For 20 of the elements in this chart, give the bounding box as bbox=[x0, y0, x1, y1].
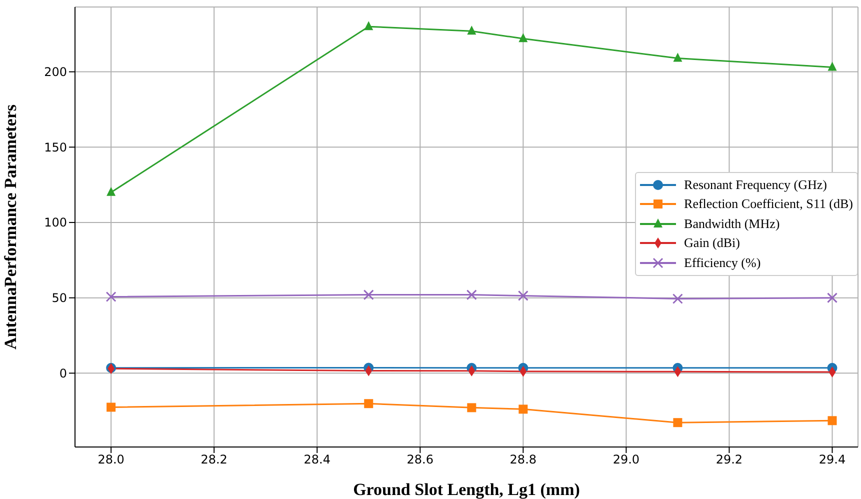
y-tick-label: 0 bbox=[59, 366, 67, 380]
x-tick-label: 29.4 bbox=[818, 452, 846, 467]
x-tick-label: 28.0 bbox=[98, 452, 124, 467]
y-tick-label: 100 bbox=[44, 216, 67, 230]
y-tick-label: 150 bbox=[44, 140, 67, 154]
x-tick-label: 28.6 bbox=[406, 452, 434, 467]
legend-label: Reflection Coefficient, S11 (dB) bbox=[684, 196, 853, 212]
x-tick-label: 28.4 bbox=[304, 452, 330, 467]
x-tick-label: 29.2 bbox=[716, 452, 743, 467]
y-tick-label: 50 bbox=[52, 291, 67, 306]
legend-label: Efficiency (%) bbox=[684, 254, 761, 271]
x-tick-label: 29.0 bbox=[612, 452, 640, 467]
x-tick-label: 28.2 bbox=[200, 452, 228, 467]
legend-label: Gain (dBi) bbox=[684, 235, 740, 252]
x-tick-label: 28.8 bbox=[510, 452, 537, 467]
y-tick-label: 200 bbox=[44, 65, 67, 80]
y-axis-title: AntennaPerformance Parameters bbox=[1, 104, 20, 350]
x-axis-title: Ground Slot Length, Lg1 (mm) bbox=[353, 480, 580, 499]
legend-label: Resonant Frequency (GHz) bbox=[684, 176, 827, 193]
legend-label: Bandwidth (MHz) bbox=[684, 216, 780, 232]
